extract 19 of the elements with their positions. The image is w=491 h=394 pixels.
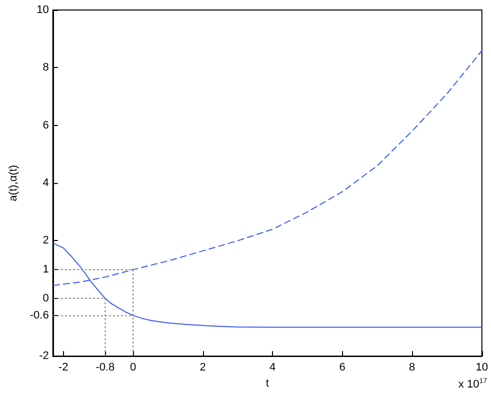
x-axis-title: t bbox=[266, 378, 269, 390]
y-tick-label: 1 bbox=[42, 264, 49, 276]
y-tick-label: 8 bbox=[42, 62, 49, 74]
x-tick-label: 0 bbox=[130, 362, 136, 374]
y-tick-label: 2 bbox=[42, 234, 49, 247]
x-tick-label: 10 bbox=[476, 362, 488, 374]
y-tick-label: -2 bbox=[39, 350, 49, 362]
x-tick-label: 2 bbox=[200, 362, 206, 374]
y-tick-label: -0.6 bbox=[30, 310, 49, 322]
x-tick-label: 8 bbox=[409, 362, 416, 374]
x-tick-label: -0.8 bbox=[96, 362, 115, 374]
x-tick-label: 6 bbox=[339, 362, 346, 374]
x-tick-label: 4 bbox=[270, 362, 276, 374]
y-tick-label: 6 bbox=[42, 119, 49, 132]
y-tick-label: 4 bbox=[42, 177, 49, 190]
y-tick-label: 0 bbox=[42, 292, 49, 304]
y-tick-label: 10 bbox=[36, 4, 49, 16]
y-axis-title: a(t),α(t) bbox=[8, 164, 20, 202]
x-tick-label: -2 bbox=[58, 362, 68, 374]
